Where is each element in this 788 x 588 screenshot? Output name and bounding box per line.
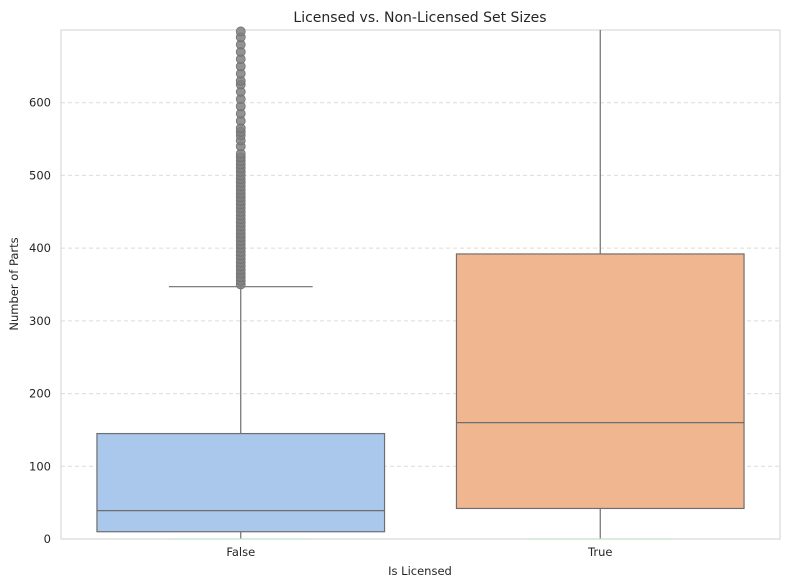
outlier-point bbox=[235, 26, 246, 37]
x-tick-label-false: False bbox=[226, 545, 255, 559]
boxes-group bbox=[96, 26, 745, 540]
y-tick-label-600: 600 bbox=[29, 96, 51, 110]
iqr-box bbox=[455, 253, 745, 510]
y-axis-label: Number of Parts bbox=[7, 237, 21, 330]
y-tick-label-100: 100 bbox=[29, 459, 51, 473]
y-tick-labels: 0 100 200 300 400 500 600 bbox=[29, 96, 51, 546]
box-false bbox=[96, 26, 386, 540]
y-tick-label-300: 300 bbox=[29, 314, 51, 328]
y-tick-label-400: 400 bbox=[29, 241, 51, 255]
plot-frame bbox=[60, 29, 781, 540]
x-tick-label-true: True bbox=[587, 545, 612, 559]
iqr-box bbox=[96, 432, 386, 533]
box-true bbox=[455, 30, 745, 540]
y-tick-label-200: 200 bbox=[29, 387, 51, 401]
chart-title: Licensed vs. Non-Licensed Set Sizes bbox=[293, 10, 546, 26]
y-tick-label-0: 0 bbox=[44, 532, 51, 546]
grid-lines bbox=[61, 102, 780, 467]
x-axis-label: Is Licensed bbox=[388, 564, 452, 578]
x-tick-labels: False True bbox=[226, 545, 612, 559]
y-tick-label-500: 500 bbox=[29, 168, 51, 182]
